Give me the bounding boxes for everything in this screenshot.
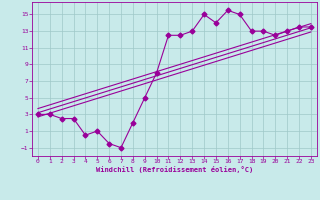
X-axis label: Windchill (Refroidissement éolien,°C): Windchill (Refroidissement éolien,°C) bbox=[96, 166, 253, 173]
